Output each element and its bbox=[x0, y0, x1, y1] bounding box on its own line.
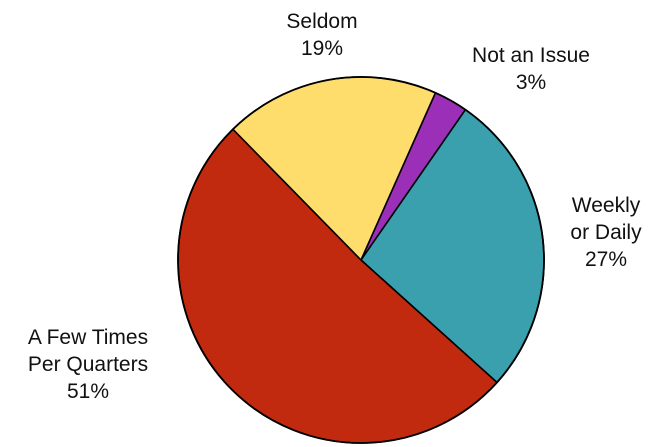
slice-percent-label: 3% bbox=[516, 71, 546, 94]
slice-label-a-few-times-per-quarters: A Few Times Per Quarters 51% bbox=[28, 326, 148, 403]
slice-label-seldom: Seldom 19% bbox=[286, 10, 357, 60]
slice-label-not-an-issue: Not an Issue 3% bbox=[472, 44, 590, 94]
slice-label-weekly-or-daily: Weekly or Daily 27% bbox=[570, 194, 642, 271]
pie-outline bbox=[177, 76, 545, 444]
slice-labels: Not an Issue 3% Weekly or Daily 27% A Few Tim… bbox=[28, 10, 642, 403]
slice-name-label: or Daily bbox=[570, 221, 642, 244]
pie-slices bbox=[177, 76, 545, 444]
slice-name-label: A Few Times bbox=[28, 326, 148, 349]
slice-name-label: Per Quarters bbox=[28, 353, 148, 376]
slice-percent-label: 19% bbox=[301, 37, 343, 60]
slice-name-label: Weekly bbox=[572, 194, 641, 217]
slice-name-label: Seldom bbox=[286, 10, 357, 33]
slice-name-label: Not an Issue bbox=[472, 44, 590, 67]
slice-percent-label: 27% bbox=[585, 248, 627, 271]
slice-percent-label: 51% bbox=[67, 380, 109, 403]
